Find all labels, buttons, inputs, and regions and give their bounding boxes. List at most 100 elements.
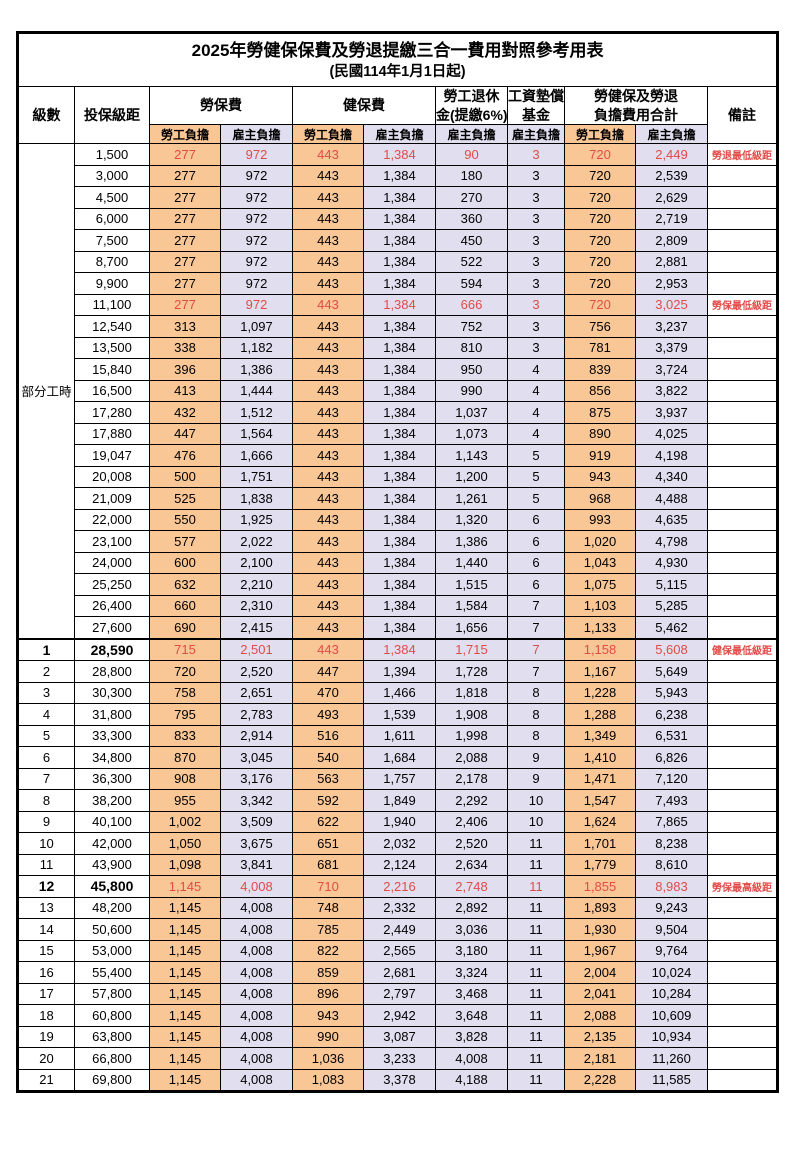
bracket-cell: 27,600 <box>74 616 150 639</box>
labor-employer-cell: 2,651 <box>220 681 293 704</box>
level-cell: 6 <box>17 746 75 769</box>
remark-cell <box>706 703 779 726</box>
pension-employer-cell: 3,828 <box>435 1025 508 1048</box>
total-employee-cell: 720 <box>564 272 636 295</box>
health-employer-cell: 1,384 <box>363 336 436 359</box>
health-employee-cell: 443 <box>292 573 364 596</box>
labor-employer-cell: 1,564 <box>220 422 293 445</box>
health-employee-cell: 592 <box>292 789 364 812</box>
health-employer-cell: 1,384 <box>363 594 436 617</box>
total-employee-cell: 943 <box>564 465 636 488</box>
remark-cell <box>706 1025 779 1048</box>
total-employee-cell: 1,103 <box>564 594 636 617</box>
bracket-cell: 11,100 <box>74 293 150 316</box>
wage-fund-employer-cell: 3 <box>507 229 565 252</box>
remark-cell <box>706 465 779 488</box>
health-employee-cell: 443 <box>292 250 364 273</box>
total-employee-cell: 1,349 <box>564 724 636 747</box>
wage-fund-employer-cell: 7 <box>507 594 565 617</box>
labor-employee-cell: 1,002 <box>149 810 221 833</box>
labor-employer-cell: 972 <box>220 272 293 295</box>
pension-employer-cell: 752 <box>435 315 508 338</box>
bracket-cell: 19,047 <box>74 444 150 467</box>
labor-employer-cell: 972 <box>220 229 293 252</box>
pension-employer-cell: 4,188 <box>435 1068 508 1092</box>
total-employer-cell: 5,285 <box>635 594 708 617</box>
remark-cell <box>706 594 779 617</box>
health-employer-cell: 1,611 <box>363 724 436 747</box>
labor-employee-cell: 1,145 <box>149 896 221 919</box>
health-employer-cell: 1,849 <box>363 789 436 812</box>
wage-fund-employer-cell: 4 <box>507 358 565 381</box>
labor-employee-cell: 1,145 <box>149 939 221 962</box>
labor-employer-cell: 1,444 <box>220 379 293 402</box>
bracket-cell: 60,800 <box>74 1004 150 1027</box>
labor-employer-cell: 3,342 <box>220 789 293 812</box>
total-employee-cell: 839 <box>564 358 636 381</box>
labor-employee-cell: 795 <box>149 703 221 726</box>
total-employee-cell: 2,088 <box>564 1004 636 1027</box>
wage-fund-employer-cell: 5 <box>507 465 565 488</box>
health-employee-cell: 443 <box>292 594 364 617</box>
remark-cell <box>706 401 779 424</box>
total-employee-cell: 1,547 <box>564 789 636 812</box>
bracket-cell: 15,840 <box>74 358 150 381</box>
pension-employer-cell: 2,748 <box>435 875 508 898</box>
total-employee-cell: 1,075 <box>564 573 636 596</box>
bracket-cell: 9,900 <box>74 272 150 295</box>
health-employer-cell: 1,384 <box>363 358 436 381</box>
total-employer-cell: 4,198 <box>635 444 708 467</box>
total-employee-cell: 1,228 <box>564 681 636 704</box>
health-employer-cell: 3,378 <box>363 1068 436 1092</box>
labor-employer-cell: 2,520 <box>220 660 293 683</box>
total-employee-cell: 756 <box>564 315 636 338</box>
remark-cell: 勞退最低級距 <box>706 143 779 166</box>
bracket-cell: 25,250 <box>74 573 150 596</box>
subheader-labor-employer: 雇主負擔 <box>220 124 293 144</box>
labor-employee-cell: 313 <box>149 315 221 338</box>
total-employee-cell: 2,004 <box>564 961 636 984</box>
health-employer-cell: 1,384 <box>363 465 436 488</box>
pension-employer-cell: 1,908 <box>435 703 508 726</box>
wage-fund-employer-cell: 8 <box>507 703 565 726</box>
page: 2025年勞健保保費及勞退提繳三合一費用對照參考用表 (民國114年1月1日起)… <box>0 31 791 1151</box>
remark-cell <box>706 573 779 596</box>
labor-employer-cell: 4,008 <box>220 896 293 919</box>
total-employee-cell: 2,181 <box>564 1047 636 1070</box>
total-employer-cell: 2,449 <box>635 143 708 166</box>
health-employee-cell: 563 <box>292 767 364 790</box>
table-row: 20 66,800 1,145 4,008 1,036 3,233 4,008 11 2,181… <box>17 1047 779 1070</box>
wage-fund-employer-cell: 3 <box>507 207 565 230</box>
labor-employer-cell: 1,925 <box>220 508 293 531</box>
level-cell: 2 <box>17 660 75 683</box>
subheader-health-employee: 勞工負擔 <box>292 124 364 144</box>
total-employer-cell: 5,462 <box>635 616 708 639</box>
labor-employer-cell: 3,841 <box>220 853 293 876</box>
total-employee-cell: 1,893 <box>564 896 636 919</box>
wage-fund-employer-cell: 11 <box>507 1025 565 1048</box>
labor-employer-cell: 972 <box>220 293 293 316</box>
labor-employee-cell: 277 <box>149 229 221 252</box>
labor-employee-cell: 1,145 <box>149 1068 221 1092</box>
total-employer-cell: 4,488 <box>635 487 708 510</box>
wage-fund-employer-cell: 3 <box>507 143 565 166</box>
total-employee-cell: 720 <box>564 207 636 230</box>
bracket-cell: 45,800 <box>74 875 150 898</box>
bracket-cell: 48,200 <box>74 896 150 919</box>
table-row: 7,500 277 972 443 1,384 450 3 720 2,809 <box>18 229 779 252</box>
total-employee-cell: 1,930 <box>564 918 636 941</box>
wage-fund-employer-cell: 11 <box>507 1068 565 1092</box>
bracket-cell: 17,280 <box>74 401 150 424</box>
wage-fund-employer-cell: 3 <box>507 272 565 295</box>
health-employee-cell: 748 <box>292 896 364 919</box>
labor-employee-cell: 1,145 <box>149 875 221 898</box>
total-employer-cell: 6,238 <box>635 703 708 726</box>
labor-employee-cell: 396 <box>149 358 221 381</box>
table-row: 17 57,800 1,145 4,008 896 2,797 3,468 11 2,041 10… <box>17 982 779 1005</box>
health-employee-cell: 443 <box>292 207 364 230</box>
remark-cell: 勞保最低級距 <box>706 293 779 316</box>
table-row: 13 48,200 1,145 4,008 748 2,332 2,892 11 1,893 9,… <box>17 896 779 919</box>
bracket-cell: 22,000 <box>74 508 150 531</box>
col-header-labor-insurance: 勞保費 <box>149 86 293 125</box>
labor-employee-cell: 525 <box>149 487 221 510</box>
